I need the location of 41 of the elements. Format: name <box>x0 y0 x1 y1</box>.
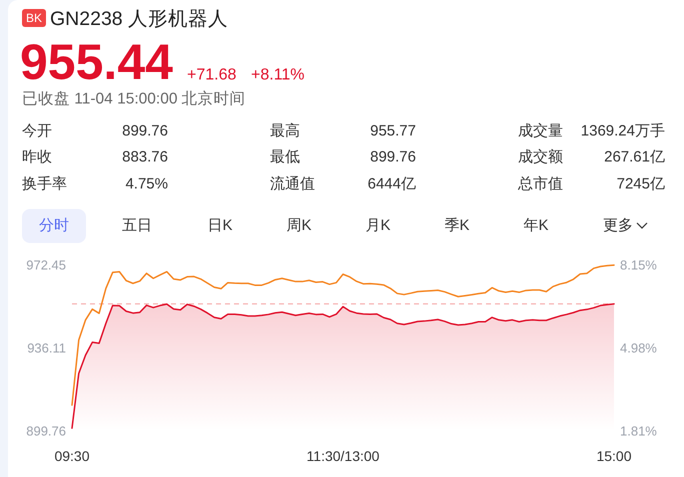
annotation: 899.76 <box>122 122 168 140</box>
y2tick-label: 1.81% <box>620 424 657 438</box>
xtick-label: 09:30 <box>54 448 90 464</box>
xtick-label: 11:30/13:00 <box>306 448 380 464</box>
annotation: +8.11% <box>251 66 305 84</box>
annotation: 总市值 <box>518 176 563 192</box>
annotation: 1369.24万手 <box>580 122 665 140</box>
annotation: 更多 <box>603 217 633 234</box>
y2tick-label: 4.98% <box>620 340 657 356</box>
subtitle: 已收盘 11-04 15:00:00 北京时间 <box>22 90 246 108</box>
annotation: +71.68 <box>187 66 236 84</box>
annotation: BK <box>22 9 46 27</box>
annotation: 成交量 <box>518 122 563 140</box>
title: GN2238 人形机器人 <box>50 8 228 30</box>
ytick-label: 972.45 <box>26 258 66 272</box>
annotation: 4.75% <box>125 176 168 192</box>
annotation: 周K <box>286 217 312 234</box>
annotation: 月K <box>366 217 390 234</box>
annotation: 883.76 <box>122 148 168 166</box>
y2tick-label: 8.15% <box>620 258 657 272</box>
ytick-label: 899.76 <box>26 424 66 438</box>
xtick-label: 15:00 <box>596 448 632 464</box>
annotation: 流通值 <box>270 176 315 192</box>
annotation: 最低 <box>270 148 300 166</box>
annotation: 昨收 <box>22 148 52 166</box>
annotation: 955.44 <box>20 34 173 90</box>
annotation: 季K <box>444 217 470 234</box>
annotation: 最高 <box>270 122 300 140</box>
annotation: 年K <box>524 217 548 234</box>
annotation: 今开 <box>22 122 52 140</box>
annotation: 7245亿 <box>616 176 665 192</box>
ytick-label: 936.11 <box>27 340 66 356</box>
annotation: 成交额 <box>518 148 563 166</box>
annotation: 换手率 <box>22 176 67 192</box>
annotation: 五日 <box>122 217 152 234</box>
annotation: 6444亿 <box>368 176 416 192</box>
annotation: 分时 <box>39 217 69 234</box>
annotation: 955.77 <box>370 122 416 140</box>
annotation: 267.61亿 <box>604 148 665 166</box>
annotation: 日K <box>208 217 232 234</box>
annotation: 899.76 <box>370 148 416 166</box>
